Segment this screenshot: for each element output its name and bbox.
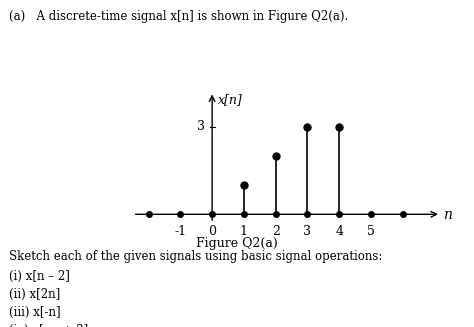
Text: 2: 2: [272, 225, 280, 238]
Text: x[n]: x[n]: [218, 93, 243, 106]
Text: 0: 0: [208, 225, 216, 238]
Text: Sketch each of the given signals using basic signal operations:: Sketch each of the given signals using b…: [9, 250, 383, 263]
Text: 4: 4: [335, 225, 343, 238]
Text: (i) x[n – 2]: (i) x[n – 2]: [9, 270, 70, 283]
Text: 1: 1: [240, 225, 248, 238]
Text: -1: -1: [174, 225, 186, 238]
Text: Figure Q2(a): Figure Q2(a): [196, 237, 278, 250]
Text: (iii) x[-n]: (iii) x[-n]: [9, 306, 61, 319]
Text: 5: 5: [367, 225, 375, 238]
Text: (a)   A discrete-time signal x[n] is shown in Figure Q2(a).: (a) A discrete-time signal x[n] is shown…: [9, 10, 349, 23]
Text: n: n: [443, 208, 452, 222]
Text: 3: 3: [303, 225, 311, 238]
Text: (ii) x[2n]: (ii) x[2n]: [9, 288, 61, 301]
Text: 3: 3: [197, 120, 205, 133]
Text: (iv) x[- n + 2]: (iv) x[- n + 2]: [9, 324, 89, 327]
